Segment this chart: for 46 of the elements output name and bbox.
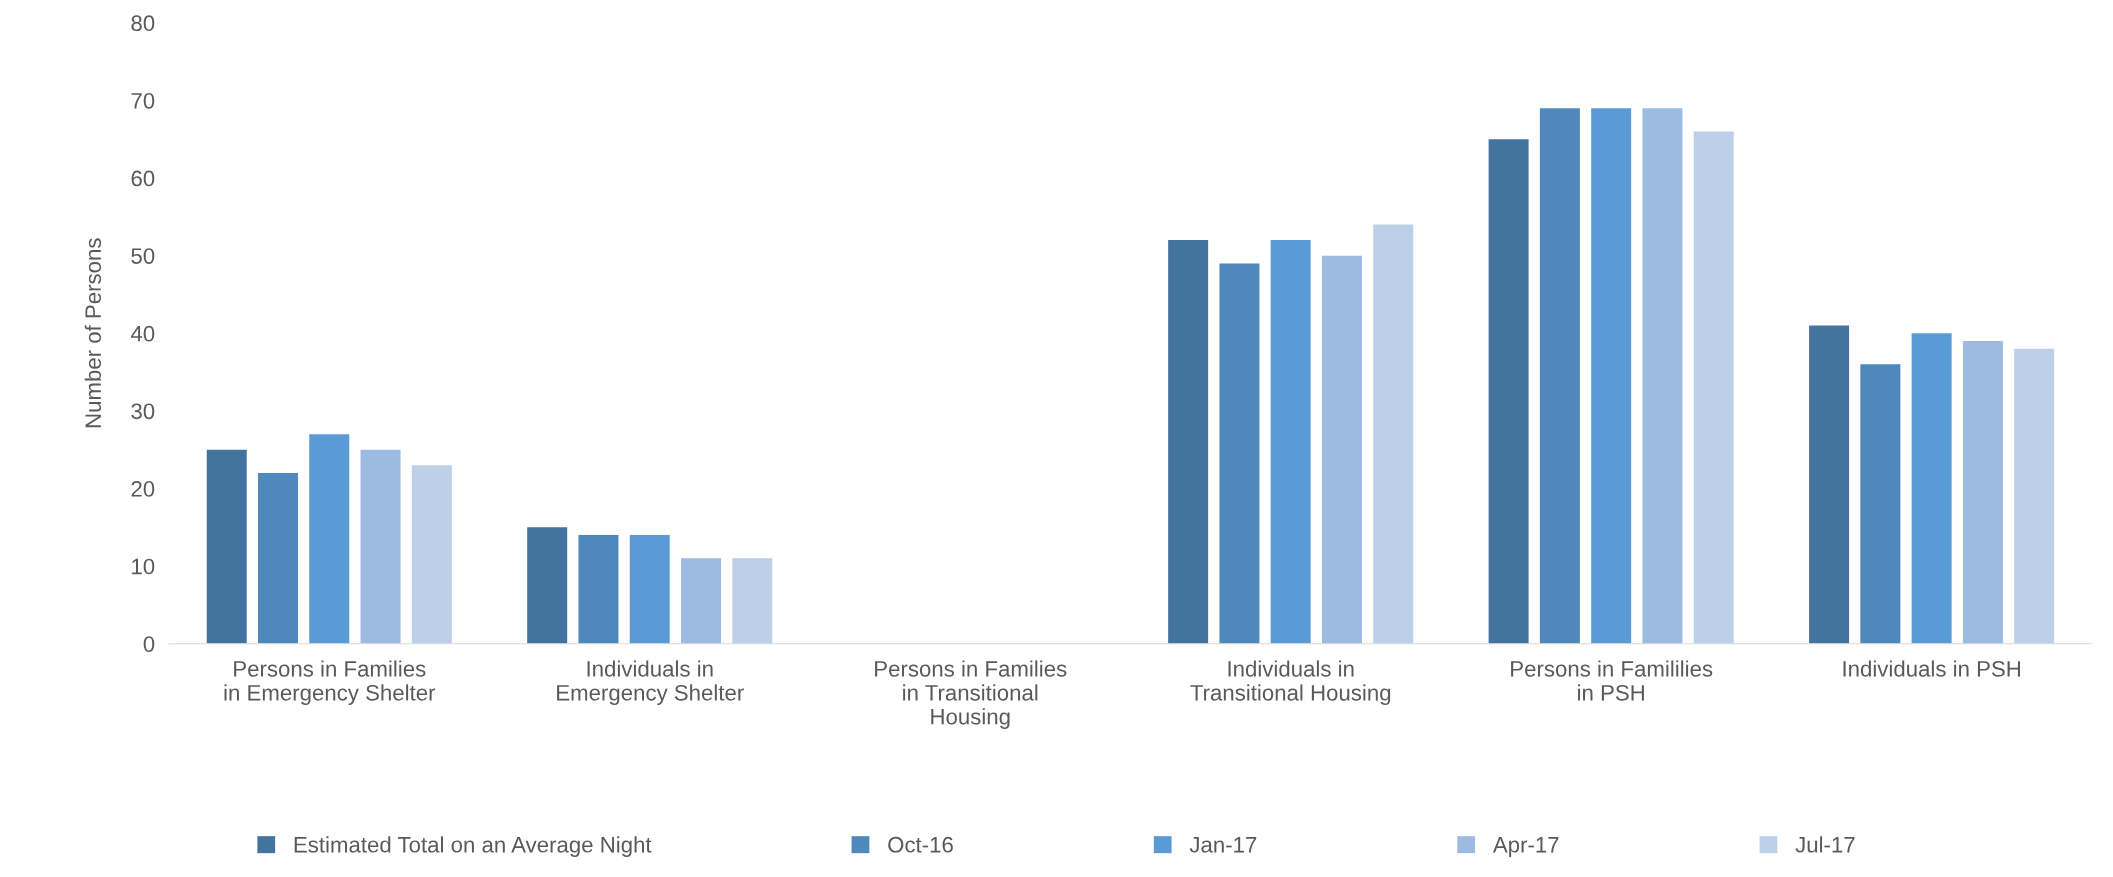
bar [1642,108,1683,644]
bar [258,472,298,644]
bar [309,434,350,644]
y-tick-label: 80 [131,15,155,32]
bar [206,449,247,644]
x-tick-label: Persons in Famililies in PSH [1511,660,1713,701]
y-tick-label: 70 [131,92,155,109]
y-tick-label: 0 [143,636,155,652]
bar [1270,240,1311,644]
bar [1168,240,1209,644]
bar [1860,364,1901,644]
bar [1809,325,1850,644]
bar [411,465,452,644]
x-tick-label: Individuals in Transitional Housing [1190,660,1391,706]
bar [1321,255,1362,644]
legend-label: Oct-16 [888,836,953,853]
y-tick-label: 60 [131,170,155,187]
bar [1693,131,1734,644]
legend-label: Jul-17 [1795,836,1855,853]
bar [527,527,568,644]
y-tick-label: 40 [130,325,155,342]
bar [629,535,670,644]
bar [1219,263,1260,644]
bar [1539,108,1580,644]
y-axis-title: Number of Persons [84,238,102,428]
bar [1962,341,2003,644]
legend-label: Apr-17 [1492,837,1559,857]
legend-label: Estimated Total on an Average Night [294,836,652,857]
bar [1488,139,1529,644]
y-tick-label: 20 [131,481,155,497]
y-tick-label: 30 [131,403,155,420]
bar [360,449,401,644]
bar [578,535,619,644]
bar [2014,348,2055,644]
x-tick-label: Individuals in PSH [1843,660,2020,677]
legend-label: Jan-17 [1189,837,1257,853]
y-tick-label: 10 [132,558,155,575]
bar [1591,108,1632,644]
x-tick-label: Individuals in Emergency Shelter [557,660,744,706]
bar [732,558,773,644]
x-tick-label: Persons in Families in Transitional Housing [875,660,1067,729]
x-tick-label: Persons in Families in Emergency Shelter [224,660,436,706]
bar [1373,224,1414,644]
bar [681,558,722,644]
bar [1911,333,1952,644]
y-tick-label: 50 [131,248,155,264]
